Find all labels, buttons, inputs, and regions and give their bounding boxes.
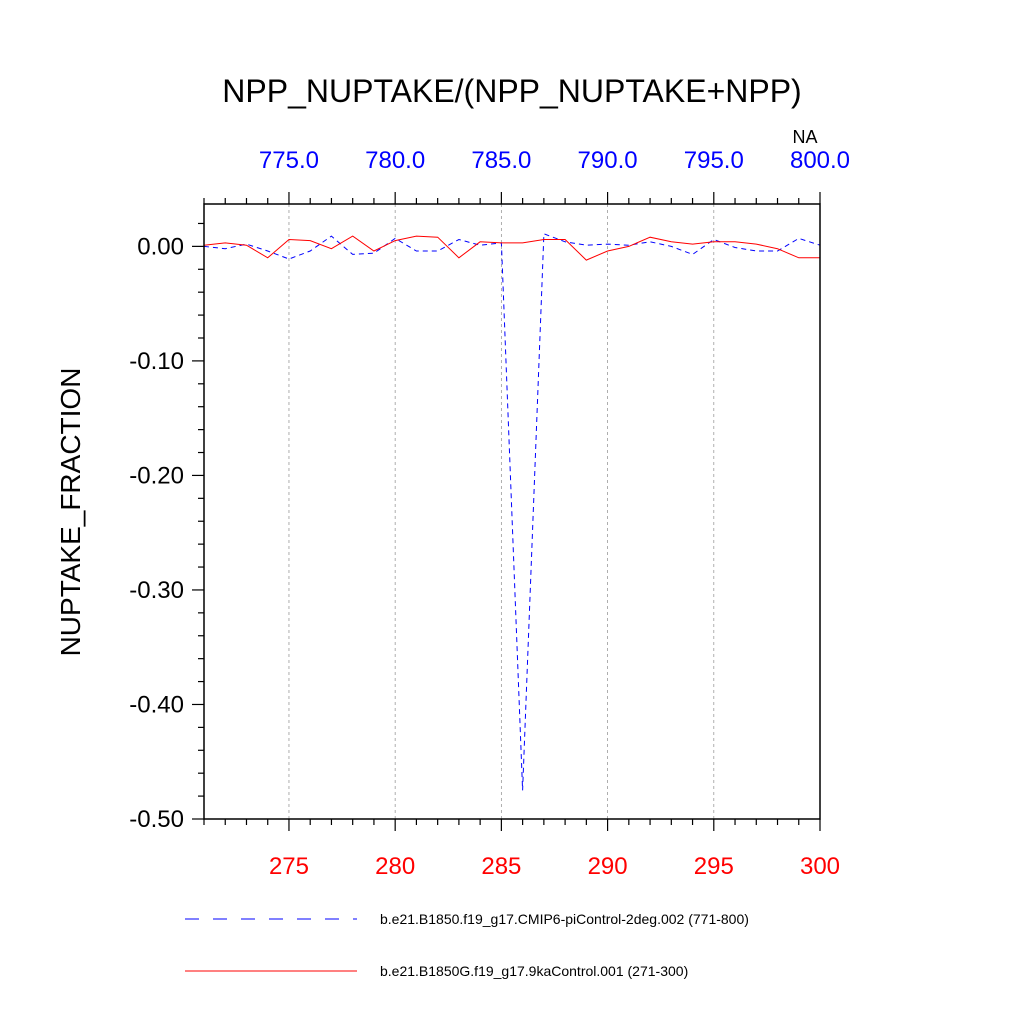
series-line-2: [203, 235, 820, 261]
x-top-tick-label: 775.0: [259, 147, 319, 174]
y-tick-label: -0.20: [129, 462, 184, 489]
y-tick-label: 0.00: [137, 233, 184, 260]
grid-lines: [288, 204, 715, 819]
x-top-tick-label: 780.0: [365, 147, 425, 174]
legend-label-2: b.e21.B1850G.f19_g17.9kaControl.001 (271…: [380, 963, 688, 979]
x-bottom-tick-label: 295: [694, 853, 734, 880]
y-axis-label: NUPTAKE_FRACTION: [55, 368, 86, 657]
legend-label-1: b.e21.B1850.f19_g17.CMIP6-piControl-2deg…: [380, 911, 749, 927]
legend: b.e21.B1850.f19_g17.CMIP6-piControl-2deg…: [185, 911, 749, 979]
x-bottom-tick-label: 300: [800, 853, 840, 880]
x-bottom-tick-label: 280: [375, 853, 415, 880]
y-tick-label: -0.40: [129, 691, 184, 718]
x-bottom-tick-label: 285: [481, 853, 521, 880]
x-top-tick-label: 790.0: [578, 147, 638, 174]
y-tick-label: -0.30: [129, 577, 184, 604]
x-top-tick-label: 795.0: [684, 147, 744, 174]
chart-title: NPP_NUPTAKE/(NPP_NUPTAKE+NPP): [222, 73, 801, 109]
x-bottom-tick-label: 275: [269, 853, 309, 880]
y-tick-label: -0.10: [129, 348, 184, 375]
y-tick-label: -0.50: [129, 806, 184, 833]
x-bottom-tick-label: 290: [588, 853, 628, 880]
series-lines: [203, 233, 821, 791]
x-top-tick-label: 800.0: [790, 147, 850, 174]
plot-frame: [203, 203, 821, 820]
axes: 275 280 285 290 295 300 775.0 780.0 785.0 790.0 79…: [129, 147, 850, 880]
x-top-tick-label: 785.0: [471, 147, 531, 174]
top-axis-na-label: NA: [792, 127, 817, 147]
series-line-1: [203, 233, 821, 791]
